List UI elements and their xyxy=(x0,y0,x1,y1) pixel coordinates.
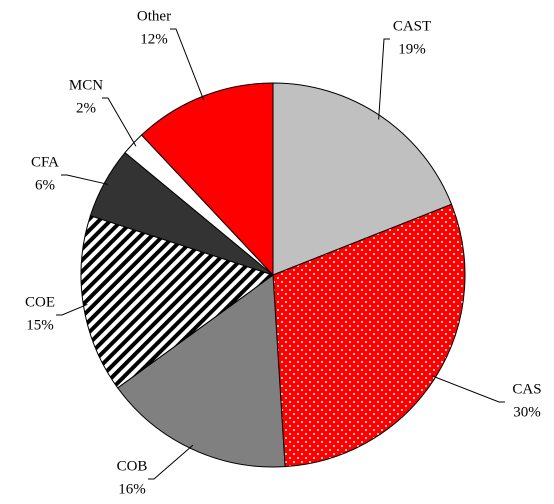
slice-value-label: 6% xyxy=(35,177,55,193)
pie-slice xyxy=(116,274,286,468)
slice-value-label: 16% xyxy=(118,481,146,497)
leader-line xyxy=(102,97,137,147)
slice-label: COE xyxy=(25,294,55,310)
slice-value-label: 19% xyxy=(398,41,426,57)
pie-slice xyxy=(272,203,466,468)
slice-label: CAST xyxy=(393,18,431,34)
slice-value-label: 30% xyxy=(513,404,541,420)
leader-line xyxy=(148,444,194,480)
slice-label: CFA xyxy=(31,154,59,170)
slice-value-label: 12% xyxy=(140,31,168,47)
leader-line xyxy=(170,28,205,101)
slice-label: COB xyxy=(117,458,148,474)
leader-line xyxy=(56,303,88,316)
slice-label: MCN xyxy=(69,77,103,93)
pie-slice xyxy=(80,215,275,389)
slice-label: Other xyxy=(137,8,171,24)
slice-value-label: 2% xyxy=(76,100,96,116)
leader-line xyxy=(378,38,390,120)
slice-value-label: 15% xyxy=(26,317,54,333)
leader-line xyxy=(431,375,505,403)
leader-line xyxy=(61,174,109,185)
pie-slice xyxy=(272,82,453,276)
slice-label: CAS xyxy=(512,381,541,397)
